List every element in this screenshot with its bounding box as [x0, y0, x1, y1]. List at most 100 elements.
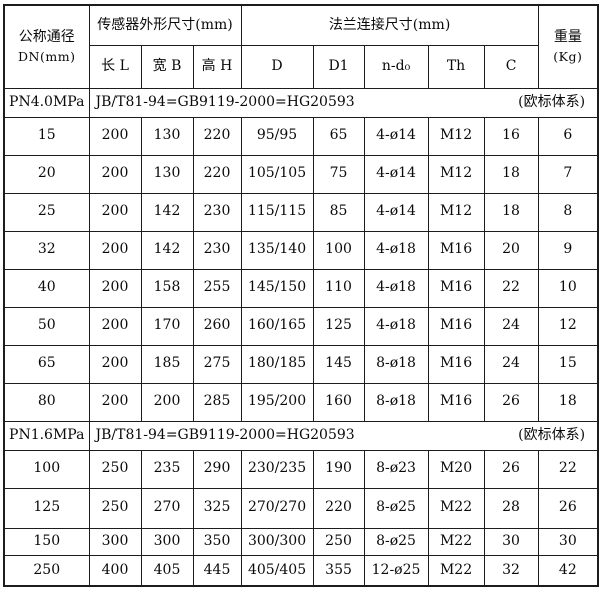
table-cell: 8-ø18	[363, 382, 429, 422]
table-cell: 200	[88, 230, 142, 270]
spec-table: 公称通径 DN(mm) 传感器外形尺寸(mm) 法兰连接尺寸(mm) 重量 (K…	[3, 4, 600, 587]
header-th: Th	[427, 44, 485, 89]
table-cell: 30	[483, 527, 539, 556]
table-row: 65 200 185 275 180/185 145 8-ø18 M16 24 15	[3, 344, 599, 384]
header-row-subcolumns: 长 L 宽 B 高 H D D1 n-d₀ Th C	[4, 44, 598, 89]
table-cell: 300	[88, 527, 142, 556]
table-cell: 20	[483, 230, 539, 270]
table-cell: 190	[312, 449, 365, 489]
table-cell: 200	[88, 154, 142, 194]
table-cell: 80	[3, 382, 90, 422]
table-cell: 260	[192, 306, 242, 346]
table-cell: 40	[3, 268, 90, 308]
table-cell: 4-ø14	[363, 192, 429, 232]
table-cell: 160/165	[240, 306, 314, 346]
table-cell: 15	[537, 344, 599, 384]
table-header: 公称通径 DN(mm) 传感器外形尺寸(mm) 法兰连接尺寸(mm) 重量 (K…	[3, 4, 599, 89]
table-cell: 145/150	[240, 268, 314, 308]
table-cell: 270	[140, 487, 194, 529]
table-cell: 75	[312, 154, 365, 194]
header-length-l: 长 L	[88, 44, 142, 89]
table-cell: 125	[312, 306, 365, 346]
pressure-section-row: PN4.0MPa JB/T81-94=GB9119-2000=HG20593 (欧标…	[3, 87, 599, 118]
table-cell: 16	[483, 116, 539, 156]
table-cell: 4-ø18	[363, 306, 429, 346]
table-cell: 10	[537, 268, 599, 308]
table-cell: 18	[537, 382, 599, 422]
table-cell: 230	[192, 230, 242, 270]
table-cell: 325	[192, 487, 242, 529]
table-row: 20 200 130 220 105/105 75 4-ø14 M12 18 7	[3, 154, 599, 194]
table-cell: 15	[3, 116, 90, 156]
table-cell: 300/300	[240, 527, 314, 556]
table-cell: 95/95	[240, 116, 314, 156]
table-cell: 300	[140, 527, 194, 556]
table-cell: 350	[192, 527, 242, 556]
table-cell: 220	[312, 487, 365, 529]
table-cell: M16	[427, 230, 485, 270]
table-cell: M12	[427, 192, 485, 232]
table-cell: 26	[537, 487, 599, 529]
header-weight-line2: (Kg)	[553, 48, 583, 64]
standard-system-note: (欧标体系)	[518, 93, 586, 110]
standard-cell: JB/T81-94=GB9119-2000=HG20593 (欧标体系)	[88, 420, 599, 451]
table-cell: 8-ø25	[363, 487, 429, 529]
table-row: 150 300 300 350 300/300 250 8-ø25 M22 30 30	[3, 527, 599, 556]
table-row: 80 200 200 285 195/200 160 8-ø18 M16 26 18	[3, 382, 599, 422]
header-nominal-diameter-line2: DN(mm)	[18, 48, 76, 64]
table-cell: 42	[537, 554, 599, 587]
table-cell: 4-ø14	[363, 154, 429, 194]
table-cell: 24	[483, 344, 539, 384]
table-cell: 130	[140, 154, 194, 194]
table-row: 250 400 405 445 405/405 355 12-ø25 M22 32 42	[3, 554, 599, 587]
table-cell: 115/115	[240, 192, 314, 232]
table-cell: 125	[3, 487, 90, 529]
table-cell: 4-ø18	[363, 268, 429, 308]
table-cell: 200	[140, 382, 194, 422]
table-cell: M16	[427, 268, 485, 308]
table-cell: 170	[140, 306, 194, 346]
standard-cell-content: JB/T81-94=GB9119-2000=HG20593 (欧标体系)	[90, 93, 597, 112]
table-cell: 255	[192, 268, 242, 308]
table-cell: 8-ø18	[363, 344, 429, 384]
table-cell: 200	[88, 192, 142, 232]
table-row: 15 200 130 220 95/95 65 4-ø14 M12 16 6	[3, 116, 599, 156]
standard-cell: JB/T81-94=GB9119-2000=HG20593 (欧标体系)	[88, 87, 599, 118]
table-cell: 230/235	[240, 449, 314, 489]
table-row: 25 200 142 230 115/115 85 4-ø14 M12 18 8	[3, 192, 599, 232]
table-cell: 220	[192, 154, 242, 194]
table-cell: 405	[140, 554, 194, 587]
table-cell: 105/105	[240, 154, 314, 194]
table-cell: 30	[537, 527, 599, 556]
table-cell: 185	[140, 344, 194, 384]
table-cell: 270/270	[240, 487, 314, 529]
table-row: 100 250 235 290 230/235 190 8-ø23 M20 26 22	[3, 449, 599, 489]
table-cell: M22	[427, 554, 485, 587]
header-c: C	[483, 44, 539, 89]
table-cell: M12	[427, 116, 485, 156]
table-row: 32 200 142 230 135/140 100 4-ø18 M16 20 9	[3, 230, 599, 270]
flange-standard-label: JB/T81-94=GB9119-2000=HG20593	[95, 426, 355, 443]
table-cell: 250	[3, 554, 90, 587]
table-cell: 22	[483, 268, 539, 308]
table-cell: 9	[537, 230, 599, 270]
table-cell: 8	[537, 192, 599, 232]
header-weight: 重量 (Kg)	[537, 4, 599, 89]
table-cell: 180/185	[240, 344, 314, 384]
header-nominal-diameter-line1: 公称通径	[18, 29, 75, 46]
table-cell: 28	[483, 487, 539, 529]
table-cell: 6	[537, 116, 599, 156]
table-cell: 12-ø25	[363, 554, 429, 587]
table-cell: 65	[312, 116, 365, 156]
table-cell: 230	[192, 192, 242, 232]
table-cell: 32	[483, 554, 539, 587]
table-cell: 250	[88, 449, 142, 489]
table-cell: 8-ø23	[363, 449, 429, 489]
table-cell: 100	[3, 449, 90, 489]
table-cell: 65	[3, 344, 90, 384]
table-cell: 142	[140, 192, 194, 232]
table-cell: 110	[312, 268, 365, 308]
table-cell: 12	[537, 306, 599, 346]
table-row: 40 200 158 255 145/150 110 4-ø18 M16 22 10	[3, 268, 599, 308]
header-row-groups: 公称通径 DN(mm) 传感器外形尺寸(mm) 法兰连接尺寸(mm) 重量 (K…	[3, 4, 599, 89]
